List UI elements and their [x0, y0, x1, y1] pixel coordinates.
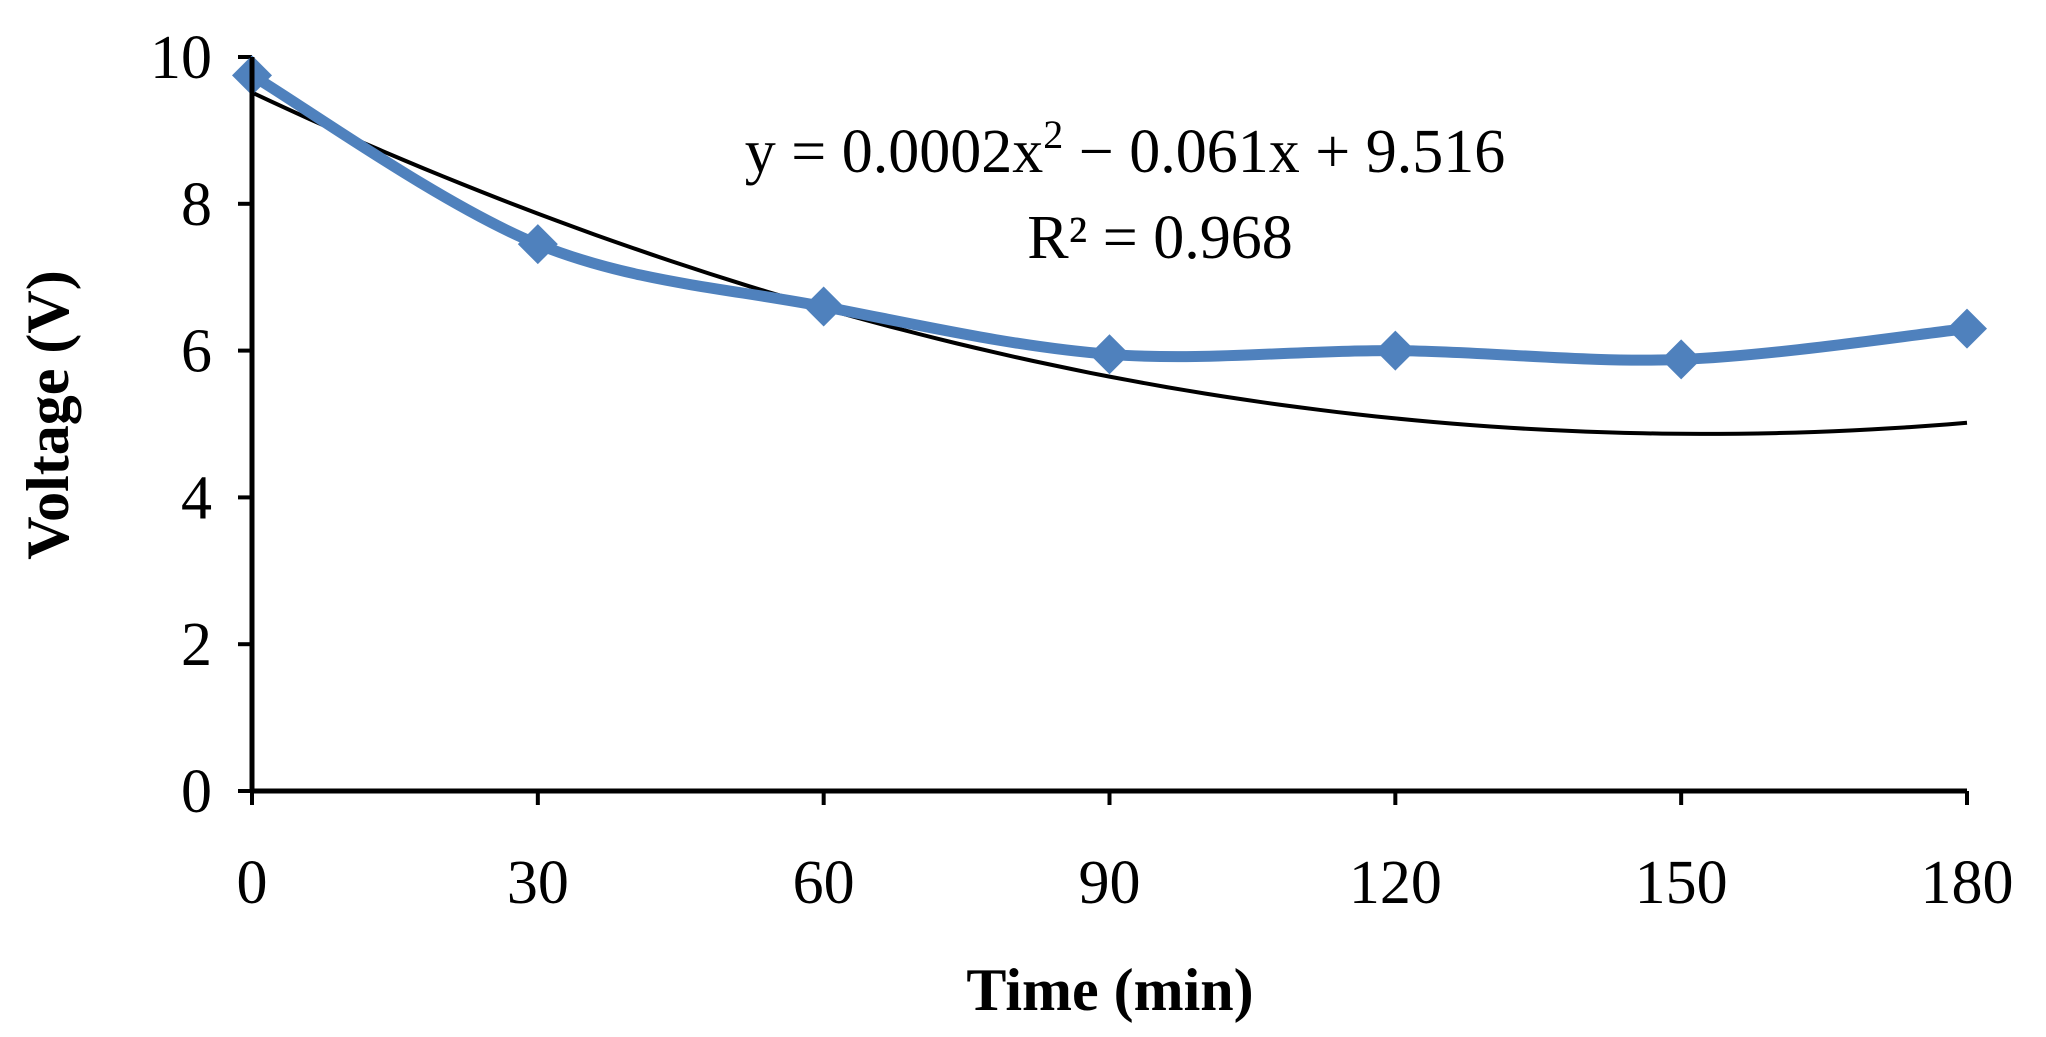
equation-superscript: 2 — [1043, 112, 1063, 157]
data-point-marker — [1947, 308, 1987, 349]
x-tick-label: 0 — [237, 849, 268, 917]
x-tick-label: 150 — [1635, 849, 1728, 917]
y-tick-label: 6 — [181, 318, 212, 386]
x-axis-title: Time (min) — [966, 957, 1253, 1023]
trendline-equation: y = 0.0002x2 − 0.061x + 9.516 — [745, 112, 1505, 186]
y-tick-label: 4 — [181, 464, 212, 532]
r-squared-label: R² = 0.968 — [1027, 204, 1292, 272]
y-tick-labels: 0 2 4 6 8 10 — [150, 24, 212, 826]
x-tick-label: 30 — [507, 849, 569, 917]
y-tick-label: 8 — [181, 171, 212, 239]
x-tick-label: 60 — [793, 849, 855, 917]
x-tick-label: 120 — [1349, 849, 1442, 917]
y-axis-title: Voltage (V) — [15, 270, 81, 559]
x-tick-labels: 0 30 60 90 120 150 180 — [237, 849, 2014, 917]
y-tick-label: 10 — [150, 24, 212, 92]
x-tick-label: 90 — [1079, 849, 1141, 917]
data-point-marker — [1661, 339, 1702, 380]
equation-tail: − 0.061x + 9.516 — [1063, 118, 1505, 186]
data-point-marker — [1375, 330, 1416, 371]
equation-main: y = 0.0002x — [745, 118, 1043, 186]
trendline — [251, 90, 1968, 436]
x-tick-label: 180 — [1921, 849, 2014, 917]
data-point-marker — [803, 286, 844, 327]
plot-content — [232, 55, 1987, 436]
data-point-marker — [1089, 334, 1130, 375]
y-tick-label: 0 — [181, 758, 212, 826]
data-point-marker — [517, 224, 558, 265]
y-tick-label: 2 — [181, 611, 212, 679]
